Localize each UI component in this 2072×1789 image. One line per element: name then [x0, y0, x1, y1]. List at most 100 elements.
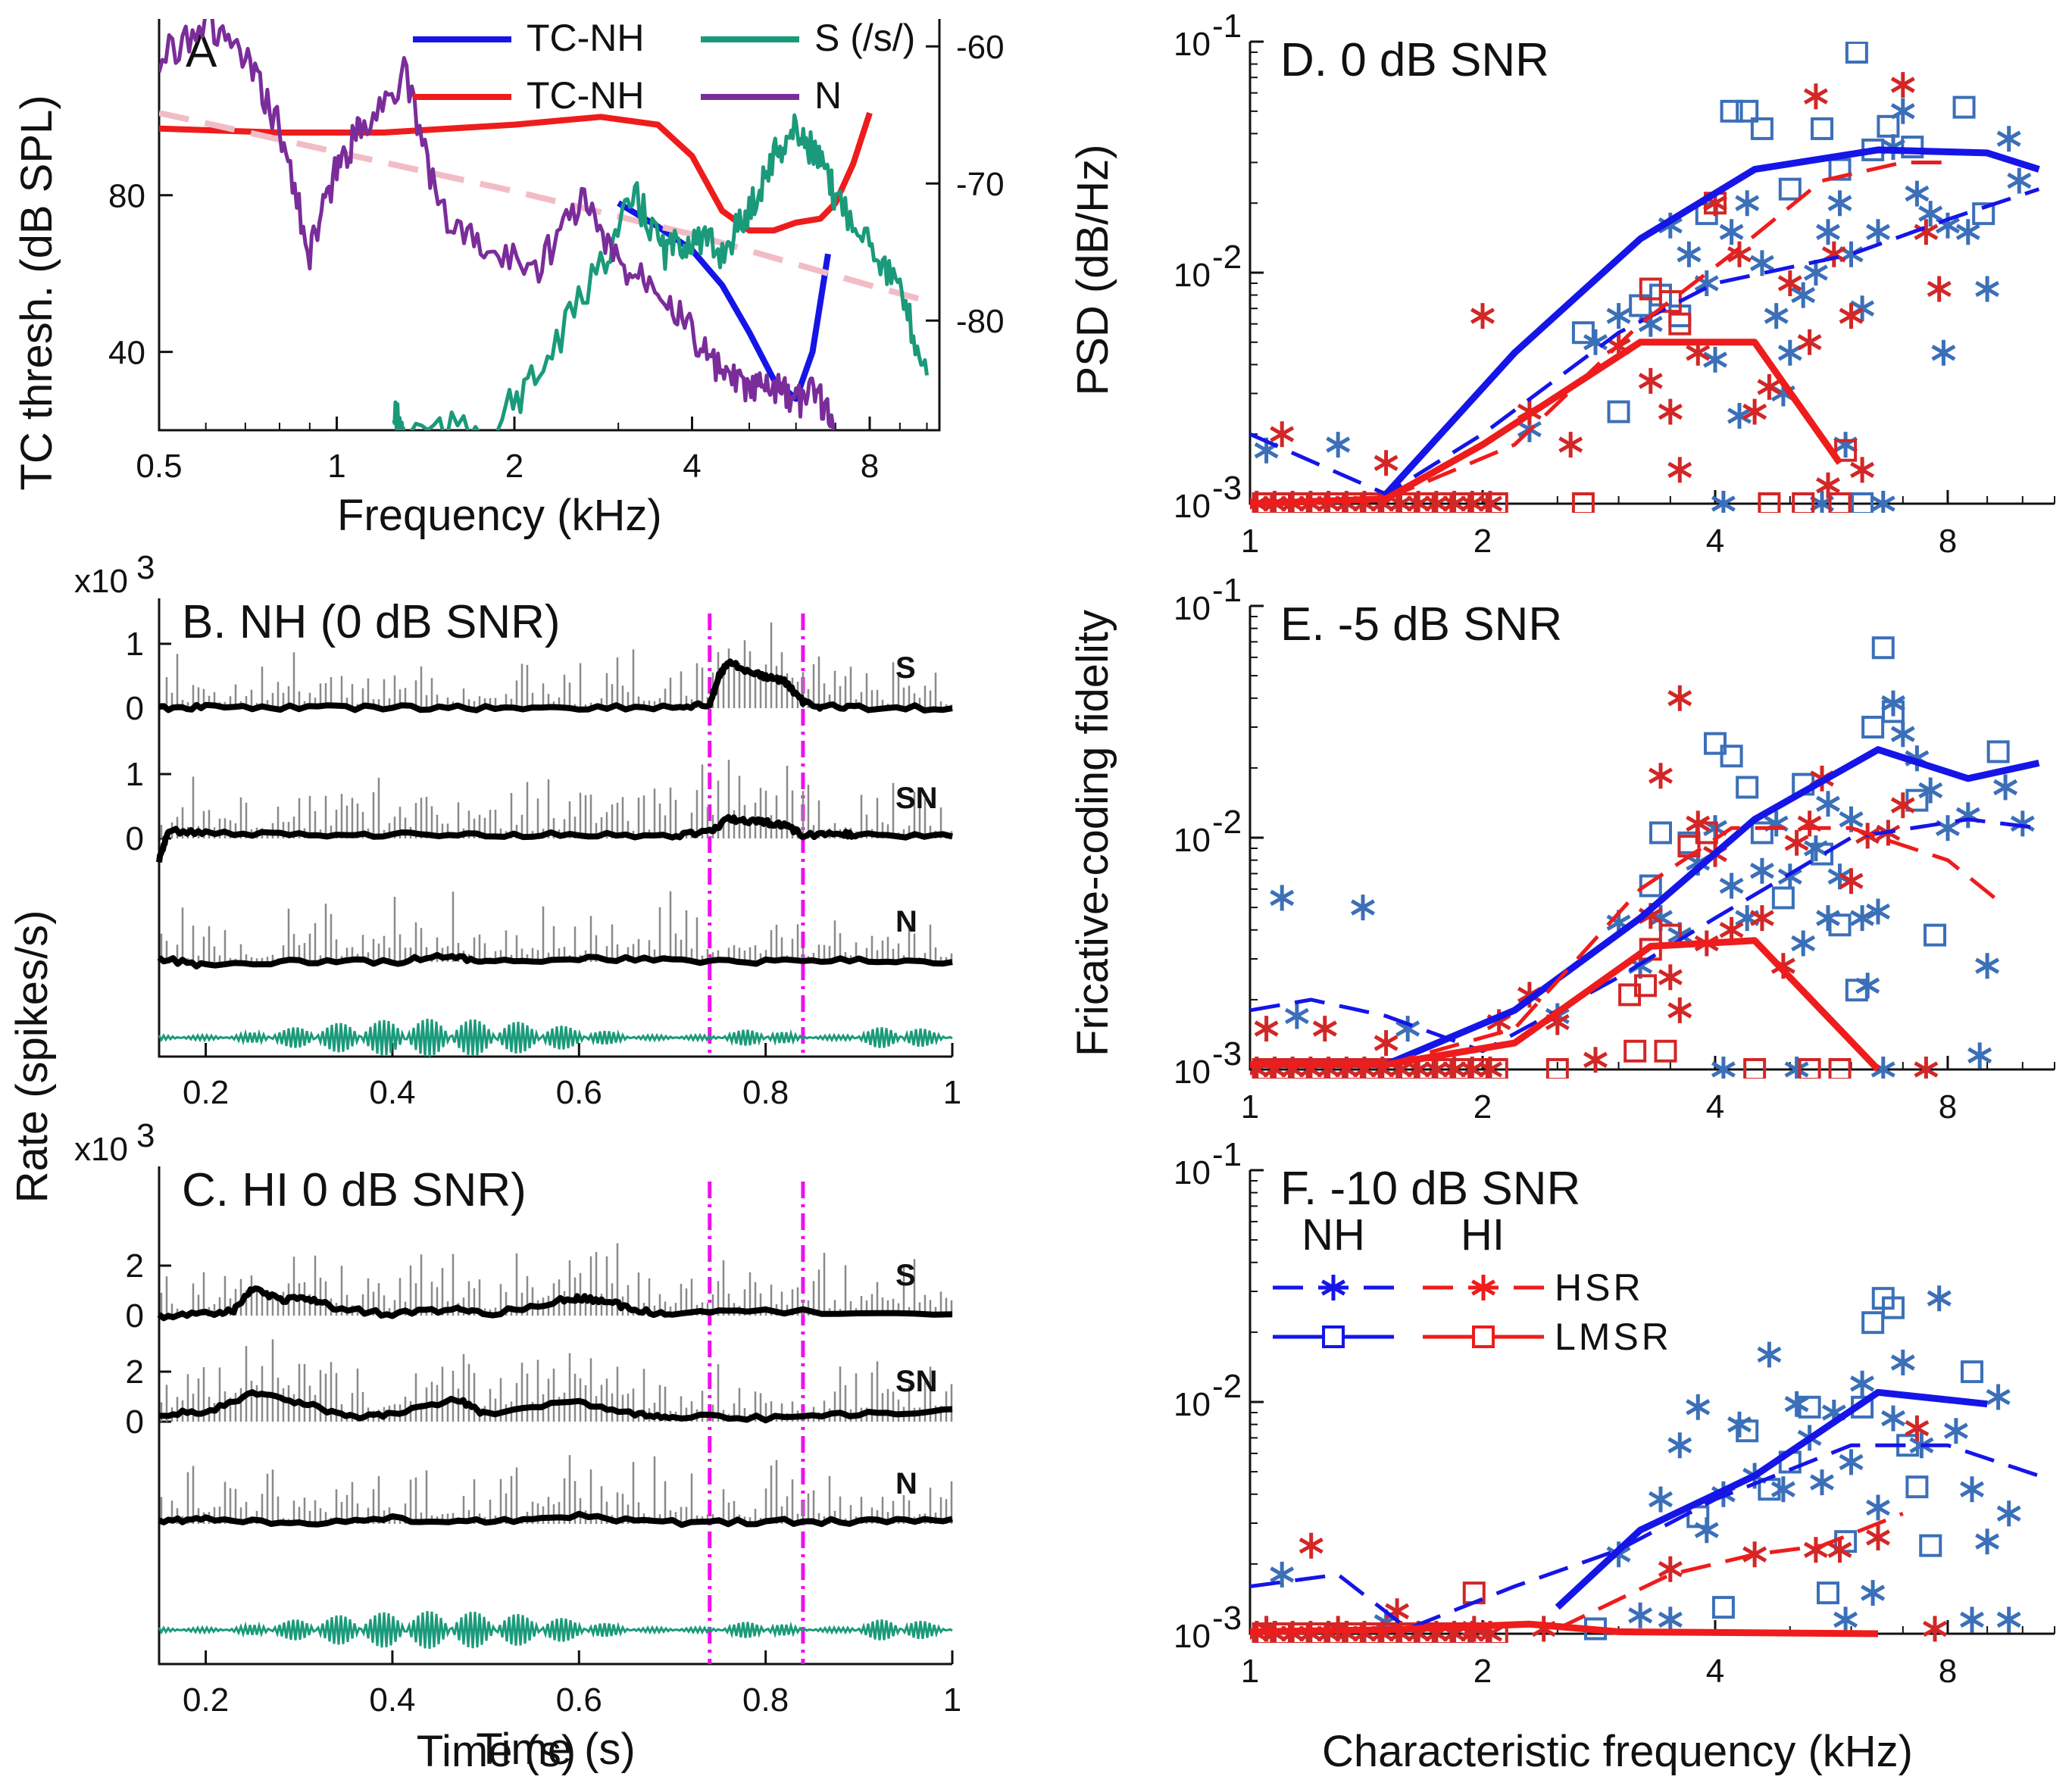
data-point-square [1816, 1581, 1839, 1605]
data-point-star [1326, 432, 1351, 458]
x-tick-label: 4 [1706, 1088, 1724, 1126]
data-point-star [1791, 282, 1816, 308]
data-point-star [1749, 250, 1774, 276]
data-point-star [1839, 868, 1864, 894]
x-tick-label: 0.5 [136, 448, 182, 485]
data-point-star [1816, 219, 1840, 245]
x-tick-label: 2 [1474, 1088, 1492, 1126]
y-axis-label: TC thresh. (dB SPL) [12, 95, 61, 490]
y-tick-exponent: -2 [1212, 239, 1242, 276]
data-point-square [1986, 740, 2010, 763]
data-point-star [1866, 1525, 1890, 1550]
y-right-tick-label: -70 [956, 166, 1005, 203]
data-point-star [1284, 1003, 1309, 1029]
data-point-star [1803, 260, 1828, 286]
rate-trace-s [158, 658, 953, 713]
y-tick-label: 0 [126, 690, 144, 727]
data-point-star [1839, 303, 1864, 329]
fit-line-nh-lmsr [1555, 1388, 1988, 1610]
data-point-square [1845, 42, 1868, 64]
rate-trace-n [158, 1510, 953, 1528]
data-point-star [1955, 219, 1980, 245]
data-point-star [1742, 398, 1767, 425]
data-point-square [1571, 492, 1595, 513]
y-tick-label: 0 [126, 1297, 144, 1335]
y-tick-exponent: -3 [1212, 470, 1242, 507]
y-tick-exponent: -2 [1212, 1368, 1242, 1405]
data-point-star [1918, 201, 1943, 227]
data-point-square [1960, 1360, 1983, 1384]
x-tick-label: 2 [505, 448, 523, 485]
data-point-square [1834, 439, 1858, 462]
data-point-star [1583, 1047, 1608, 1073]
series-line-tcnh [159, 111, 873, 234]
stimulus-waveform [158, 1019, 953, 1057]
x-tick-label: 0.2 [183, 1681, 229, 1719]
data-point-star [1749, 905, 1774, 932]
data-point-star [1850, 1370, 1875, 1397]
panel-title: C. HI 0 dB SNR) [182, 1164, 527, 1216]
x-tick-label: 8 [1939, 1088, 1957, 1126]
data-point-star [1960, 1606, 1984, 1633]
data-point-star [1967, 1042, 1992, 1069]
data-point-star [1996, 1606, 2021, 1633]
data-point-square [1811, 117, 1834, 140]
data-point-square [1649, 821, 1672, 845]
data-point-square [1571, 321, 1595, 345]
legend-group-hi: HI [1461, 1210, 1505, 1260]
data-point-star [1667, 997, 1692, 1023]
panel-c: 0.2 0.4 0.6 0.8 1 C. HI 0 dB SNR) x10 3 0 2 S 0 2 SN N… [74, 1117, 961, 1774]
data-point-star [1890, 792, 1915, 819]
data-point-square [1703, 732, 1727, 755]
data-point-star [1686, 1394, 1711, 1420]
panel-def-xlabel: Characteristic frequency (kHz) [1322, 1727, 1913, 1776]
y-tick-base: 10 [1174, 488, 1211, 525]
data-point-square [1736, 99, 1759, 123]
legend-label: N [814, 74, 842, 117]
y-tick-base: 10 [1174, 1386, 1211, 1423]
axes-frame [158, 1166, 952, 1666]
data-point-star [1816, 905, 1840, 932]
data-point-star [1986, 1384, 2011, 1410]
data-point-star [1711, 491, 1736, 513]
plot-area [1250, 1275, 2040, 1643]
data-point-square [1828, 492, 1852, 513]
legend: TC-NH TC-NH S (/s/) N [413, 17, 915, 117]
data-point-star [1850, 905, 1875, 932]
data-point-star [1470, 303, 1495, 329]
scale-note: x10 [74, 563, 128, 600]
data-point-star [1866, 1494, 1890, 1521]
data-point-star [1996, 126, 2021, 152]
x-tick-label: 1 [943, 1681, 961, 1719]
data-point-star [1270, 421, 1295, 448]
x-tick-label: 8 [1939, 1653, 1957, 1690]
data-point-star [1881, 1405, 1905, 1432]
data-point-star [1816, 791, 1840, 817]
data-point-square [1901, 136, 1924, 159]
data-point-star [1784, 1391, 1809, 1417]
data-point-star [1667, 457, 1692, 483]
data-point-star [1996, 1500, 2021, 1527]
legend-marker [1322, 1325, 1345, 1348]
x-tick-label: 1 [327, 448, 345, 485]
data-point-star [1606, 303, 1631, 329]
y-tick-exponent: -1 [1212, 572, 1242, 609]
data-point-star [1914, 219, 1939, 245]
series-group [159, 19, 929, 430]
fit-line-hi-lmsr [1250, 1620, 1879, 1638]
data-point-square [1972, 202, 1995, 226]
data-point-star [1821, 241, 1846, 267]
legend-label: TC-NH [527, 74, 645, 117]
data-point-star [1810, 1469, 1834, 1496]
y-tick-label: 0 [126, 1403, 144, 1441]
x-tick-label: 0.4 [369, 1681, 415, 1719]
legend-marker [1472, 1325, 1495, 1348]
data-point-star [1861, 1580, 1886, 1606]
rate-trace-sn [156, 813, 953, 863]
data-point-star [1914, 1057, 1939, 1079]
y-right-tick-label: -60 [956, 29, 1005, 66]
rate-trace-s [157, 1285, 953, 1322]
data-point-star [1784, 1057, 1809, 1079]
fit-line-nh-lmsr [1383, 146, 2040, 497]
series-line-n [159, 19, 836, 430]
